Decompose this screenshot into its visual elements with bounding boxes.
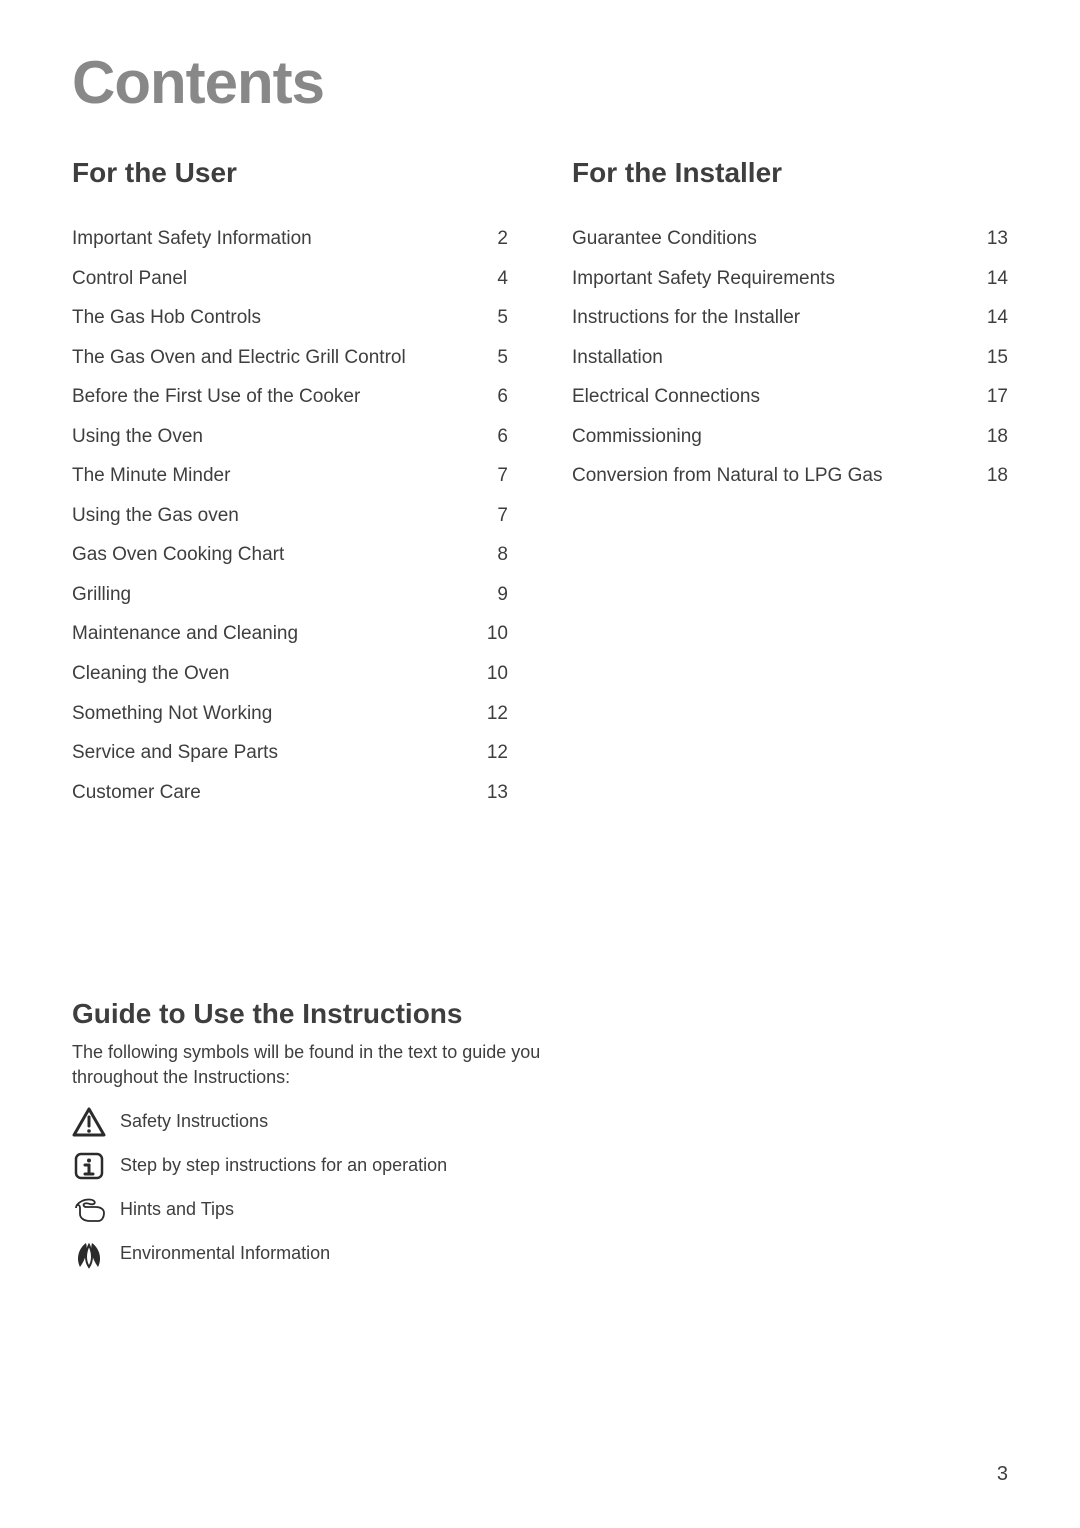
toc-label: Electrical Connections xyxy=(572,383,760,411)
toc-label: Using the Oven xyxy=(72,423,203,451)
info-box-icon xyxy=(72,1151,106,1181)
leaf-eco-icon xyxy=(72,1239,106,1269)
toc-row: Control Panel 4 xyxy=(72,265,508,293)
toc-page: 17 xyxy=(978,383,1008,411)
toc-row: Before the First Use of the Cooker 6 xyxy=(72,383,508,411)
toc-page: 15 xyxy=(978,344,1008,372)
toc-label: Grilling xyxy=(72,581,131,609)
toc-page: 18 xyxy=(978,423,1008,451)
toc-page: 4 xyxy=(478,265,508,293)
toc-row: Important Safety Requirements 14 xyxy=(572,265,1008,293)
page-title: Contents xyxy=(72,48,1008,117)
toc-label: Commissioning xyxy=(572,423,702,451)
toc-label: Instructions for the Installer xyxy=(572,304,800,332)
toc-page: 12 xyxy=(478,739,508,767)
toc-row: Important Safety Information 2 xyxy=(72,225,508,253)
toc-row: Customer Care 13 xyxy=(72,779,508,807)
toc-row: Grilling 9 xyxy=(72,581,508,609)
toc-row: Using the Oven 6 xyxy=(72,423,508,451)
toc-label: Control Panel xyxy=(72,265,187,293)
installer-heading: For the Installer xyxy=(572,157,1008,189)
toc-row: The Gas Oven and Electric Grill Control 5 xyxy=(72,344,508,372)
toc-label: Important Safety Requirements xyxy=(572,265,835,293)
legend-label: Environmental Information xyxy=(120,1243,330,1264)
page-number: 3 xyxy=(997,1463,1008,1486)
toc-page: 5 xyxy=(478,304,508,332)
legend-label: Hints and Tips xyxy=(120,1199,234,1220)
toc-label: Using the Gas oven xyxy=(72,502,239,530)
toc-columns: For the User Important Safety Informatio… xyxy=(72,157,1008,818)
toc-page: 6 xyxy=(478,383,508,411)
toc-label: Gas Oven Cooking Chart xyxy=(72,541,284,569)
toc-label: Cleaning the Oven xyxy=(72,660,229,688)
legend-row: Safety Instructions xyxy=(72,1107,1008,1137)
pointing-hand-icon xyxy=(72,1195,106,1225)
toc-label: Something Not Working xyxy=(72,700,272,728)
toc-label: Guarantee Conditions xyxy=(572,225,757,253)
toc-page: 14 xyxy=(978,304,1008,332)
toc-label: Conversion from Natural to LPG Gas xyxy=(572,462,882,490)
toc-page: 18 xyxy=(978,462,1008,490)
toc-label: Maintenance and Cleaning xyxy=(72,620,298,648)
toc-row: Using the Gas oven 7 xyxy=(72,502,508,530)
toc-row: Cleaning the Oven 10 xyxy=(72,660,508,688)
guide-section: Guide to Use the Instructions The follow… xyxy=(72,998,1008,1269)
toc-page: 8 xyxy=(478,541,508,569)
installer-column: For the Installer Guarantee Conditions 13… xyxy=(572,157,1008,818)
toc-row: Something Not Working 12 xyxy=(72,700,508,728)
toc-page: 6 xyxy=(478,423,508,451)
guide-intro: The following symbols will be found in t… xyxy=(72,1040,552,1089)
toc-page: 12 xyxy=(478,700,508,728)
toc-row: Commissioning 18 xyxy=(572,423,1008,451)
toc-row: Gas Oven Cooking Chart 8 xyxy=(72,541,508,569)
legend-row: Environmental Information xyxy=(72,1239,1008,1269)
legend-row: Step by step instructions for an operati… xyxy=(72,1151,1008,1181)
toc-row: Installation 15 xyxy=(572,344,1008,372)
toc-label: Customer Care xyxy=(72,779,201,807)
toc-label: The Gas Hob Controls xyxy=(72,304,261,332)
toc-row: Instructions for the Installer 14 xyxy=(572,304,1008,332)
toc-page: 2 xyxy=(478,225,508,253)
toc-label: The Gas Oven and Electric Grill Control xyxy=(72,344,406,372)
legend-label: Step by step instructions for an operati… xyxy=(120,1155,447,1176)
toc-label: The Minute Minder xyxy=(72,462,230,490)
toc-row: Service and Spare Parts 12 xyxy=(72,739,508,767)
toc-page: 13 xyxy=(478,779,508,807)
user-heading: For the User xyxy=(72,157,508,189)
toc-row: Conversion from Natural to LPG Gas 18 xyxy=(572,462,1008,490)
toc-page: 9 xyxy=(478,581,508,609)
toc-label: Important Safety Information xyxy=(72,225,312,253)
toc-row: The Gas Hob Controls 5 xyxy=(72,304,508,332)
toc-page: 14 xyxy=(978,265,1008,293)
toc-page: 13 xyxy=(978,225,1008,253)
toc-page: 10 xyxy=(478,620,508,648)
toc-page: 7 xyxy=(478,502,508,530)
toc-row: The Minute Minder 7 xyxy=(72,462,508,490)
warning-triangle-icon xyxy=(72,1107,106,1137)
toc-row: Guarantee Conditions 13 xyxy=(572,225,1008,253)
toc-label: Installation xyxy=(572,344,663,372)
toc-label: Before the First Use of the Cooker xyxy=(72,383,360,411)
toc-row: Maintenance and Cleaning 10 xyxy=(72,620,508,648)
toc-label: Service and Spare Parts xyxy=(72,739,278,767)
guide-heading: Guide to Use the Instructions xyxy=(72,998,1008,1030)
legend-label: Safety Instructions xyxy=(120,1111,268,1132)
legend-row: Hints and Tips xyxy=(72,1195,1008,1225)
user-column: For the User Important Safety Informatio… xyxy=(72,157,508,818)
toc-page: 5 xyxy=(478,344,508,372)
toc-page: 10 xyxy=(478,660,508,688)
toc-page: 7 xyxy=(478,462,508,490)
toc-row: Electrical Connections 17 xyxy=(572,383,1008,411)
